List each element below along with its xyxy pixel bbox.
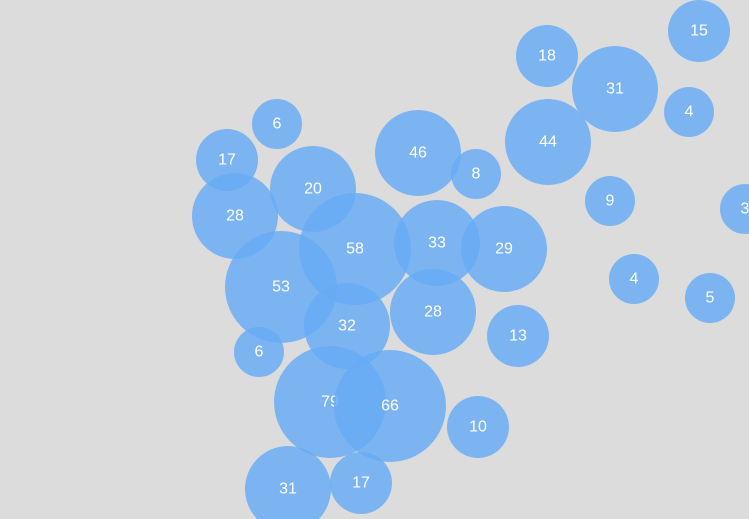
bubble-value-label: 6 [273, 116, 282, 133]
bubble-value-label: 6 [255, 344, 264, 361]
bubble: 3 [720, 184, 749, 234]
bubble-value-label: 29 [495, 241, 513, 258]
bubble-circle [516, 25, 578, 87]
bubble-value-label: 3 [741, 201, 749, 218]
bubble-circle [572, 46, 658, 132]
bubble-circle [245, 446, 331, 519]
bubble: 28 [192, 173, 278, 259]
bubble-value-label: 10 [469, 419, 487, 436]
bubble-value-label: 31 [279, 481, 297, 498]
bubble: 6 [252, 99, 302, 149]
bubble-value-label: 28 [424, 304, 442, 321]
bubble-value-label: 4 [630, 271, 639, 288]
bubble: 29 [461, 206, 547, 292]
bubble-value-label: 5 [706, 290, 715, 307]
bubble-circle [461, 206, 547, 292]
bubble-value-label: 32 [338, 318, 356, 335]
bubble-circle [505, 99, 591, 185]
bubble-circle [270, 146, 356, 232]
bubble: 10 [447, 396, 509, 458]
bubble-value-label: 17 [218, 152, 236, 169]
bubble: 31 [245, 446, 331, 519]
bubble: 9 [585, 176, 635, 226]
bubble-circle [304, 283, 390, 369]
bubble: 33 [394, 200, 480, 286]
bubble-value-label: 20 [304, 181, 322, 198]
bubble-circle [196, 129, 258, 191]
bubble-value-label: 8 [472, 166, 481, 183]
bubble: 8 [451, 149, 501, 199]
bubble-value-label: 4 [685, 104, 694, 121]
bubble-circle [192, 173, 278, 259]
bubble-circle [234, 327, 284, 377]
bubble-circle [451, 149, 501, 199]
bubble: 17 [196, 129, 258, 191]
bubble: 18 [516, 25, 578, 87]
bubble-circle [394, 200, 480, 286]
bubble-circle [390, 269, 476, 355]
bubble: 5 [685, 273, 735, 323]
bubble-value-label: 17 [352, 475, 370, 492]
bubble-value-label: 46 [409, 145, 427, 162]
bubble-circle [330, 452, 392, 514]
bubble-circle [447, 396, 509, 458]
bubble: 15 [668, 0, 730, 62]
bubble: 46 [375, 110, 461, 196]
bubble-circle [487, 305, 549, 367]
bubble-circle [668, 0, 730, 62]
bubble-value-label: 33 [428, 235, 446, 252]
bubble: 32 [304, 283, 390, 369]
bubble: 4 [609, 254, 659, 304]
bubble-circle [585, 176, 635, 226]
bubble: 13 [487, 305, 549, 367]
bubble-circle [375, 110, 461, 196]
bubble: 20 [270, 146, 356, 232]
bubble: 44 [505, 99, 591, 185]
bubble-circle [664, 87, 714, 137]
bubble-value-label: 44 [539, 134, 557, 151]
bubble-circle [334, 350, 446, 462]
bubble-value-label: 18 [538, 48, 556, 65]
bubble: 4 [664, 87, 714, 137]
bubble-value-label: 31 [606, 81, 624, 98]
bubble-value-label: 15 [690, 23, 708, 40]
bubble: 31 [572, 46, 658, 132]
bubble-circle [720, 184, 749, 234]
bubble-value-label: 58 [346, 241, 364, 258]
bubble: 17 [330, 452, 392, 514]
bubble: 28 [390, 269, 476, 355]
bubble-value-label: 13 [509, 328, 527, 345]
bubble-circle [609, 254, 659, 304]
bubble: 6 [234, 327, 284, 377]
bubble: 66 [334, 350, 446, 462]
bubble-value-label: 53 [272, 279, 290, 296]
bubble-circle [685, 273, 735, 323]
bubble-value-label: 28 [226, 208, 244, 225]
bubble-value-label: 66 [381, 398, 399, 415]
bubble-value-label: 9 [606, 193, 615, 210]
bubble-circle [252, 99, 302, 149]
